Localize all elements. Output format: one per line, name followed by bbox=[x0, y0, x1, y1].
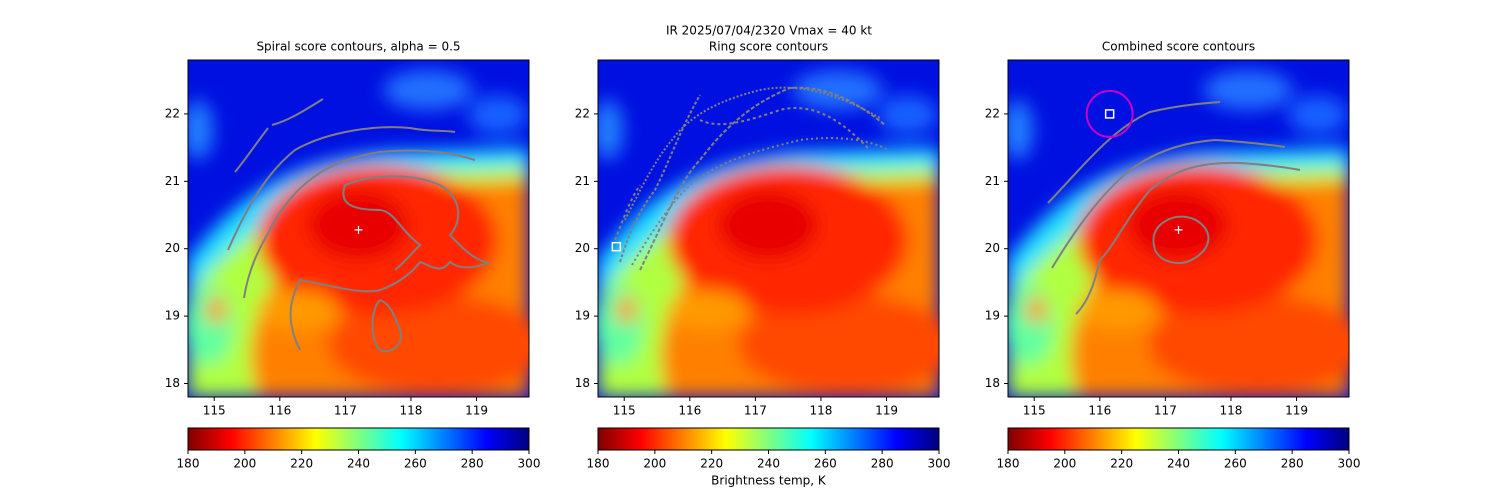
colorbar bbox=[1007, 427, 1350, 451]
colorbar-tick-label: 180 bbox=[997, 457, 1020, 471]
y-tick-label: 18 bbox=[985, 376, 1000, 390]
colorbar-tick-label: 240 bbox=[347, 457, 370, 471]
x-tick-label: 118 bbox=[400, 404, 423, 418]
y-tick-label: 22 bbox=[165, 106, 180, 120]
colorbar bbox=[187, 427, 530, 451]
panel-title: Ring score contours bbox=[709, 40, 828, 54]
colorbar-tick-label: 280 bbox=[461, 457, 484, 471]
x-tick-label: 118 bbox=[1220, 404, 1243, 418]
y-tick-label: 22 bbox=[985, 106, 1000, 120]
colorbar-tick-label: 260 bbox=[404, 457, 427, 471]
x-tick-label: 117 bbox=[744, 404, 767, 418]
colorbar-tick-label: 200 bbox=[1053, 457, 1076, 471]
x-tick-label: 117 bbox=[334, 404, 357, 418]
y-tick-label: 22 bbox=[575, 106, 590, 120]
contours-ring bbox=[614, 86, 889, 271]
x-tick-label: 116 bbox=[1088, 404, 1111, 418]
suptitle: IR 2025/07/04/2320 Vmax = 40 kt bbox=[666, 24, 872, 38]
y-tick-label: 21 bbox=[165, 174, 180, 188]
x-tick-label: 119 bbox=[875, 404, 898, 418]
colorbar-tick-label: 240 bbox=[757, 457, 780, 471]
y-tick-label: 18 bbox=[575, 376, 590, 390]
x-tick-label: 116 bbox=[678, 404, 701, 418]
colorbar-tick-label: 280 bbox=[1281, 457, 1304, 471]
center-marker bbox=[1174, 225, 1183, 234]
y-tick-label: 18 bbox=[165, 376, 180, 390]
colorbar-tick-label: 220 bbox=[700, 457, 723, 471]
panel-title: Combined score contours bbox=[1102, 40, 1255, 54]
y-tick-label: 19 bbox=[165, 309, 180, 323]
panel-title: Spiral score contours, alpha = 0.5 bbox=[256, 40, 460, 54]
contours-combined bbox=[1047, 101, 1301, 315]
x-tick-label: 118 bbox=[810, 404, 833, 418]
colorbar-tick-label: 200 bbox=[643, 457, 666, 471]
axes-frame bbox=[597, 59, 940, 398]
center-marker bbox=[354, 225, 363, 234]
square-marker bbox=[1104, 109, 1115, 119]
x-tick-label: 119 bbox=[1285, 404, 1308, 418]
axes-frame bbox=[187, 59, 530, 398]
x-tick-label: 115 bbox=[1023, 404, 1046, 418]
ir-image bbox=[1003, 60, 1368, 397]
colorbar-tick-label: 220 bbox=[1110, 457, 1133, 471]
axes-frame bbox=[1007, 59, 1350, 398]
colorbar-tick-label: 260 bbox=[814, 457, 837, 471]
colorbar-tick-label: 300 bbox=[928, 457, 951, 471]
x-tick-label: 115 bbox=[203, 404, 226, 418]
colorbar-tick-label: 180 bbox=[587, 457, 610, 471]
y-tick-label: 20 bbox=[165, 241, 180, 255]
colorbar-tick-label: 180 bbox=[177, 457, 200, 471]
colorbar bbox=[597, 427, 940, 451]
x-tick-label: 116 bbox=[268, 404, 291, 418]
colorbar-label: Brightness temp, K bbox=[711, 474, 827, 488]
circle-marker bbox=[1085, 89, 1134, 138]
colorbar-tick-label: 240 bbox=[1167, 457, 1190, 471]
y-tick-label: 20 bbox=[985, 241, 1000, 255]
x-tick-label: 119 bbox=[465, 404, 488, 418]
y-tick-label: 21 bbox=[985, 174, 1000, 188]
y-tick-label: 21 bbox=[575, 174, 590, 188]
x-tick-label: 115 bbox=[613, 404, 636, 418]
colorbar-tick-label: 220 bbox=[290, 457, 313, 471]
colorbar-tick-label: 300 bbox=[1338, 457, 1361, 471]
y-tick-label: 19 bbox=[575, 309, 590, 323]
y-tick-label: 19 bbox=[985, 309, 1000, 323]
colorbar-tick-label: 300 bbox=[518, 457, 541, 471]
contours-spiral bbox=[227, 98, 492, 353]
y-tick-label: 20 bbox=[575, 241, 590, 255]
colorbar-tick-label: 280 bbox=[871, 457, 894, 471]
x-tick-label: 117 bbox=[1154, 404, 1177, 418]
square-marker bbox=[611, 241, 622, 252]
colorbar-tick-label: 260 bbox=[1224, 457, 1247, 471]
colorbar-tick-label: 200 bbox=[233, 457, 256, 471]
